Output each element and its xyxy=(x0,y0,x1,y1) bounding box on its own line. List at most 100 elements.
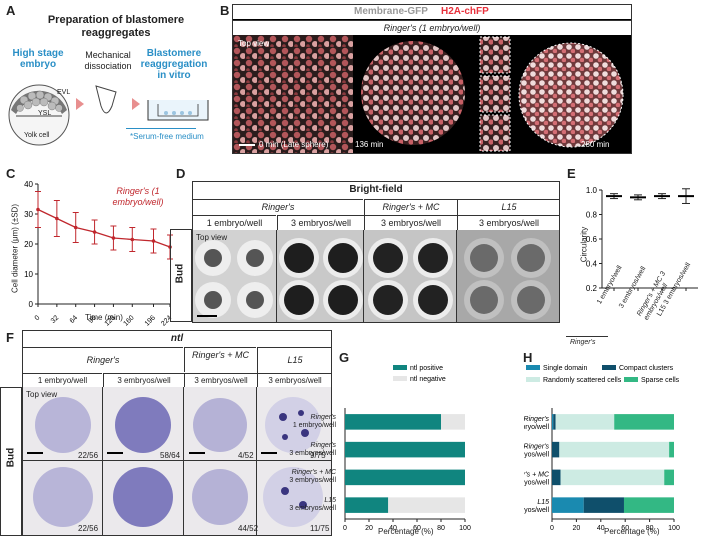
h-bar xyxy=(664,469,674,486)
c-ytick-label: 40 xyxy=(24,180,33,189)
h-xtick-label: 60 xyxy=(621,525,629,532)
panel-a-title: Preparation of blastomere reaggregates xyxy=(47,14,185,39)
f-col-3: 3 embryos/well xyxy=(184,373,257,387)
c-ytick-label: 0 xyxy=(29,300,34,309)
brightfield-images xyxy=(193,230,559,322)
g-category-label: L15 3 embryos/well xyxy=(289,497,336,513)
panel-b-legend-bar: Membrane-GFP H2A-chFP xyxy=(233,5,631,19)
g-bar xyxy=(345,497,389,513)
well-icon xyxy=(147,100,209,121)
g-category-label: Ringer's 1 embryo/well xyxy=(292,413,336,429)
medium-label: *Serum-free medium xyxy=(130,132,204,141)
evl-label: EVL xyxy=(57,89,71,96)
timelapse-images xyxy=(233,35,631,153)
d-group-mc: Ringer's + MC xyxy=(364,199,457,215)
f-group-ringers: Ringer's xyxy=(23,347,183,373)
chart-c-legend: Ringer's (1 embryo/well) xyxy=(112,186,164,207)
h-xtick-label: 80 xyxy=(646,525,654,532)
e-group-line xyxy=(566,336,608,337)
h-category-label: L15 xyxy=(537,499,549,506)
h-bar xyxy=(552,469,561,486)
c-xtick-label: 128 xyxy=(104,314,117,326)
h-bar xyxy=(552,497,584,513)
h-bar xyxy=(669,441,674,458)
d-group-ringers: Ringer's xyxy=(193,199,363,215)
c-point xyxy=(130,237,135,242)
h-legend-label: Single domain xyxy=(543,365,587,372)
g-plot: 0 20 40 60 80 100 ntl positive ntl negative xyxy=(343,365,471,532)
c-point xyxy=(92,230,97,234)
h-xtick-label: 0 xyxy=(550,525,554,532)
g-xtick-label: 60 xyxy=(413,525,421,532)
h-bar xyxy=(553,414,556,430)
d-top-view: Top view xyxy=(196,233,228,242)
g-legend-swatch xyxy=(393,376,407,381)
legend-membrane: Membrane-GFP xyxy=(354,6,428,17)
h-xtick-label: 20 xyxy=(573,525,581,532)
h-legend-swatch xyxy=(624,377,638,382)
c-point xyxy=(36,207,40,212)
c-xtick-label: 32 xyxy=(50,314,61,325)
c-xtick-label: 64 xyxy=(69,314,80,325)
time-280: 280 min xyxy=(581,140,610,149)
h-legend-label: Sparse cells xyxy=(641,377,680,384)
e-ytick-label: 1.0 xyxy=(586,186,598,195)
e-ytick-label: 0.2 xyxy=(586,284,598,293)
g-bar xyxy=(388,497,465,513)
f-stage-box xyxy=(0,387,22,536)
h-category-label: 1 embryo/well xyxy=(524,424,549,431)
embryo-label: High stage embryo xyxy=(12,48,64,70)
panel-label-a: A xyxy=(6,3,16,18)
c-ytick-label: 20 xyxy=(24,240,33,249)
c-point xyxy=(111,236,116,240)
d-stage-box xyxy=(170,229,192,322)
h-legend-swatch xyxy=(526,377,540,382)
f-count-7: 44/52 xyxy=(238,524,259,533)
panel-b-condition: Ringer's (1 embryo/well) xyxy=(233,20,631,35)
f-col-2: 3 embryos/well xyxy=(103,373,184,387)
c-ytick-label: 10 xyxy=(24,270,33,279)
c-xtick-label: 196 xyxy=(144,314,157,326)
h-category-label: Ringer's xyxy=(524,416,549,423)
h-bar xyxy=(623,497,674,513)
f-top-view: Top view xyxy=(26,390,58,399)
c-ytick-label: 30 xyxy=(24,210,33,219)
c-xtick-label: 224 xyxy=(160,314,173,326)
g-bar xyxy=(345,414,441,430)
chart-h-xlabel: Percentage (%) xyxy=(604,527,660,536)
c-point xyxy=(73,225,78,230)
g-legend-swatch xyxy=(393,365,407,370)
reaggregation-label: Blastomere reaggregation in vitro xyxy=(140,48,208,81)
d-col-4: 3 embryos/well xyxy=(457,215,560,230)
panel-label-g: G xyxy=(339,350,350,365)
f-col-1: 1 embryo/well xyxy=(23,373,102,387)
c-point xyxy=(151,239,156,243)
h-legend-label: Compact clusters xyxy=(619,365,674,372)
embryo-illustration xyxy=(8,84,70,146)
h-category-label: 3 embryos/well xyxy=(524,479,549,486)
g-xtick-label: 20 xyxy=(365,525,373,532)
yolk-label: Yolk cell xyxy=(24,132,50,139)
chart-c-ylabel: Cell diameter (μm) (±SD) xyxy=(10,204,20,294)
panel-f-header: ntl xyxy=(170,333,184,344)
top-view-label: Top view xyxy=(238,39,270,48)
panel-label-e: E xyxy=(567,166,576,181)
f-count-4: 9/75 xyxy=(310,451,326,460)
e-ytick-label: 0.8 xyxy=(586,211,598,220)
h-xtick-label: 40 xyxy=(597,525,605,532)
h-legend-label: Randomly scattered cells xyxy=(543,377,622,384)
chart-e: 0.2 0.4 0.6 0.8 1.0 xyxy=(586,186,698,293)
h-bar xyxy=(560,469,665,486)
chart-e-ylabel: Circularity xyxy=(579,226,589,263)
panel-label-b: B xyxy=(220,3,230,18)
f-stage-label: Bud xyxy=(5,447,17,468)
h-category-label: Ringer's xyxy=(524,444,549,451)
d-stage-label: Bud xyxy=(174,263,186,284)
c-xtick-label: 160 xyxy=(122,314,135,326)
h-bar xyxy=(614,414,674,430)
medium-underline xyxy=(126,128,196,129)
c-xtick-label: 96 xyxy=(88,314,99,325)
d-col-2: 3 embryos/well xyxy=(277,215,364,230)
panel-label-h: H xyxy=(523,350,533,365)
